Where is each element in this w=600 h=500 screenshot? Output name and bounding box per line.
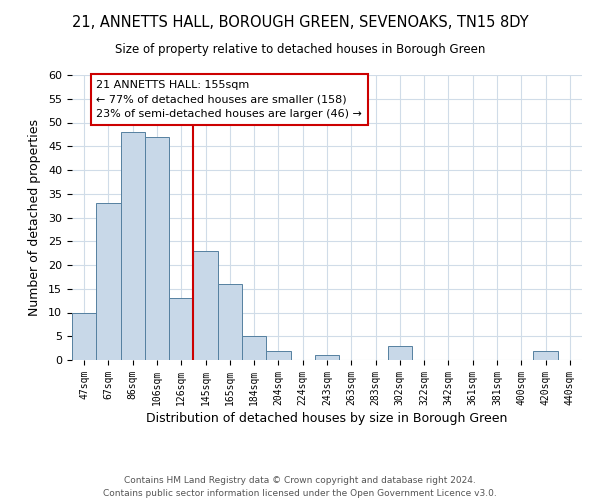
X-axis label: Distribution of detached houses by size in Borough Green: Distribution of detached houses by size … [146,412,508,425]
Bar [266,350,290,360]
Text: 21, ANNETTS HALL, BOROUGH GREEN, SEVENOAKS, TN15 8DY: 21, ANNETTS HALL, BOROUGH GREEN, SEVENOA… [71,15,529,30]
Bar [315,355,339,360]
Text: 21 ANNETTS HALL: 155sqm
← 77% of detached houses are smaller (158)
23% of semi-d: 21 ANNETTS HALL: 155sqm ← 77% of detache… [96,80,362,120]
Bar [169,298,193,360]
Text: Size of property relative to detached houses in Borough Green: Size of property relative to detached ho… [115,42,485,56]
Text: Contains HM Land Registry data © Crown copyright and database right 2024.
Contai: Contains HM Land Registry data © Crown c… [103,476,497,498]
Bar [72,312,96,360]
Bar [193,251,218,360]
Bar [121,132,145,360]
Bar [388,346,412,360]
Bar [96,203,121,360]
Bar [533,350,558,360]
Bar [145,136,169,360]
Bar [242,336,266,360]
Bar [218,284,242,360]
Y-axis label: Number of detached properties: Number of detached properties [28,119,41,316]
